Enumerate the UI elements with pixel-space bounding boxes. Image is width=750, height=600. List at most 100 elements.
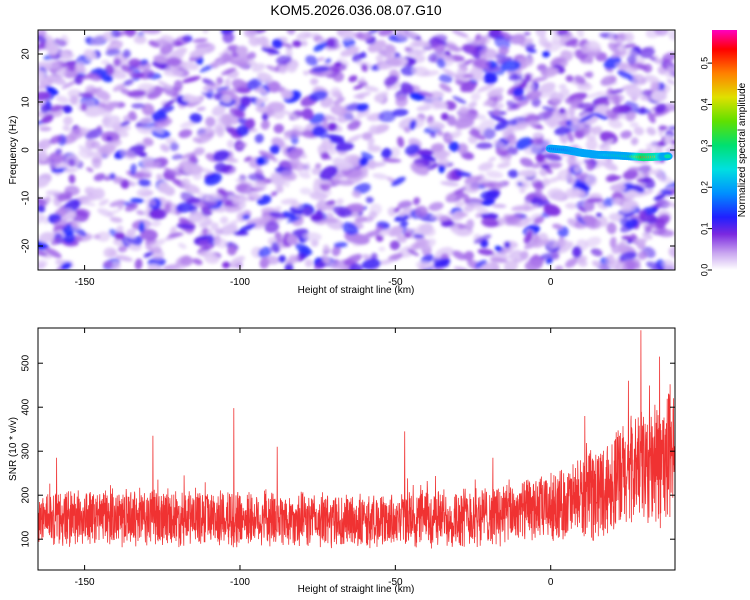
noise-blob [637, 164, 652, 173]
noise-blob [180, 61, 199, 71]
noise-blob [305, 55, 319, 66]
noise-blob [446, 115, 457, 127]
noise-blob [360, 51, 367, 59]
noise-blob [213, 150, 230, 162]
noise-blob [238, 223, 257, 233]
noise-blob [384, 57, 402, 66]
noise-blob [320, 151, 330, 160]
noise-blob [593, 112, 609, 120]
x-tick-label: -100 [230, 577, 250, 588]
noise-blob [486, 87, 504, 98]
noise-blob [302, 70, 309, 76]
noise-blob [532, 132, 543, 139]
noise-blob [103, 247, 117, 258]
noise-blob [612, 197, 622, 206]
noise-blob [46, 161, 60, 167]
noise-blob [182, 76, 201, 83]
x-tick-label: 0 [548, 277, 554, 288]
noise-blob [325, 200, 336, 205]
noise-blob [314, 203, 330, 209]
y-tick-label: 10 [21, 96, 32, 108]
noise-blob [620, 130, 632, 139]
noise-blob [201, 227, 209, 236]
noise-blob [199, 235, 209, 241]
noise-blob [475, 212, 483, 218]
noise-blob [130, 197, 145, 204]
noise-blob [143, 251, 154, 258]
noise-blob [52, 38, 67, 47]
noise-blob [153, 118, 173, 129]
noise-blob [213, 237, 228, 249]
noise-blob [439, 83, 452, 93]
noise-blob [210, 222, 219, 231]
snr-x-axis-label: Height of straight line (km) [298, 584, 415, 595]
noise-blob [666, 79, 675, 85]
noise-blob [324, 58, 332, 64]
noise-blob [515, 99, 530, 108]
noise-blob [446, 43, 460, 52]
noise-blob [67, 158, 76, 167]
noise-blob [93, 173, 106, 182]
noise-blob [78, 149, 92, 159]
noise-blob [85, 128, 103, 140]
noise-blob [477, 248, 495, 256]
noise-blob [535, 153, 545, 163]
snr-y-axis-label: SNR (10 * v/v) [8, 417, 19, 481]
noise-blob [400, 65, 417, 76]
noise-blob [445, 131, 462, 141]
colorbar-tick-label: 0.5 [699, 57, 709, 70]
noise-blob [610, 52, 622, 58]
noise-blob [565, 202, 577, 210]
noise-blob [178, 242, 187, 249]
noise-blob [325, 114, 337, 122]
noise-blob [215, 126, 225, 138]
noise-blob [38, 213, 44, 225]
noise-blob [479, 119, 495, 132]
noise-blob [198, 192, 210, 202]
noise-blob [221, 52, 232, 62]
noise-blob [448, 141, 460, 152]
noise-blob [201, 205, 213, 217]
noise-blob [114, 232, 125, 240]
noise-blob [407, 248, 420, 257]
noise-blob [136, 125, 154, 135]
noise-blob [658, 125, 668, 131]
noise-blob [178, 129, 193, 139]
noise-blob [548, 162, 563, 169]
noise-blob [270, 171, 283, 184]
noise-blob [350, 233, 370, 245]
snr-x-ticks: -150 -100 -50 0 [75, 328, 554, 588]
noise-blob [368, 124, 377, 136]
noise-blob [41, 113, 54, 124]
noise-blob [430, 212, 443, 219]
noise-blob [221, 67, 237, 76]
noise-blob [525, 43, 536, 50]
noise-blob [136, 210, 145, 216]
noise-blob [45, 85, 59, 96]
noise-blob [120, 120, 131, 127]
noise-blob [535, 30, 547, 38]
noise-blob [270, 190, 278, 197]
noise-blob [452, 250, 467, 261]
noise-blob [465, 219, 475, 231]
noise-blob [225, 206, 242, 213]
noise-blob [271, 241, 280, 253]
noise-blob [413, 197, 421, 206]
noise-blob [173, 153, 181, 161]
noise-blob [130, 163, 137, 176]
noise-blob [465, 38, 481, 46]
noise-blob [352, 52, 363, 63]
noise-blob [457, 143, 469, 155]
noise-blob [38, 30, 47, 38]
noise-blob [430, 95, 441, 104]
noise-blob [468, 131, 486, 141]
noise-blob [397, 136, 405, 148]
noise-blob [78, 92, 94, 98]
noise-blob [126, 170, 143, 180]
noise-blob [410, 242, 420, 251]
noise-blob [112, 83, 126, 92]
noise-blob [282, 211, 297, 220]
noise-blob [324, 183, 332, 191]
noise-blob [343, 168, 363, 179]
noise-blob [222, 31, 235, 44]
